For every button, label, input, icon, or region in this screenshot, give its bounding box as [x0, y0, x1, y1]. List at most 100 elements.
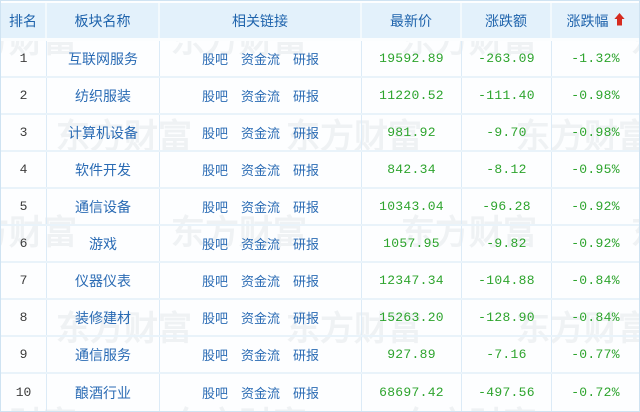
- capital-flow-link[interactable]: 资金流: [240, 311, 280, 326]
- stock-bar-link[interactable]: 股吧: [201, 237, 228, 252]
- change-amount-cell: -104.88: [462, 263, 552, 298]
- stock-bar-link[interactable]: 股吧: [201, 311, 228, 326]
- change-amount-cell: -8.12: [462, 152, 552, 187]
- capital-flow-link[interactable]: 资金流: [240, 200, 280, 215]
- table-body: 1 互联网服务 股吧 资金流 研报 19592.89 -263.09 -1.32…: [1, 41, 639, 411]
- related-links-cell: 股吧 资金流 研报: [160, 152, 362, 187]
- latest-price-cell: 68697.42: [362, 374, 462, 411]
- change-percent-cell: -0.92%: [571, 199, 620, 214]
- sector-name-cell: 仪器仪表: [47, 263, 160, 298]
- latest-price-cell: 15263.20: [362, 300, 462, 335]
- sort-up-arrow-icon: [613, 12, 625, 29]
- related-links-cell: 股吧 资金流 研报: [160, 189, 362, 224]
- sector-name-cell: 软件开发: [47, 152, 160, 187]
- change-percent-cell: -0.77%: [571, 347, 620, 362]
- sector-name-link[interactable]: 仪器仪表: [75, 272, 131, 289]
- sector-name-cell: 酿酒行业: [47, 374, 160, 411]
- latest-price-cell: 10343.04: [362, 189, 462, 224]
- stock-bar-link[interactable]: 股吧: [201, 163, 228, 178]
- rank-cell: 3: [1, 115, 47, 150]
- sector-name-cell: 通信设备: [47, 189, 160, 224]
- stock-bar-link[interactable]: 股吧: [201, 274, 228, 289]
- change-amount-cell: -497.56: [462, 374, 552, 411]
- change-percent-cell: -0.72%: [571, 385, 620, 400]
- table-row: 5 通信设备 股吧 资金流 研报 10343.04 -96.28 -0.92%: [1, 189, 639, 226]
- header-change-percent[interactable]: 涨跌幅: [552, 3, 639, 38]
- research-report-link[interactable]: 研报: [293, 311, 320, 326]
- sector-name-link[interactable]: 计算机设备: [68, 124, 138, 141]
- capital-flow-link[interactable]: 资金流: [240, 126, 280, 141]
- capital-flow-link[interactable]: 资金流: [240, 348, 280, 363]
- stock-bar-link[interactable]: 股吧: [201, 52, 228, 67]
- stock-bar-link[interactable]: 股吧: [201, 386, 228, 401]
- research-report-link[interactable]: 研报: [293, 200, 320, 215]
- latest-price-cell: 12347.34: [362, 263, 462, 298]
- sector-name-link[interactable]: 通信设备: [75, 198, 131, 215]
- latest-price-cell: 842.34: [362, 152, 462, 187]
- change-amount-cell: -9.70: [462, 115, 552, 150]
- sector-name-cell: 互联网服务: [47, 41, 160, 76]
- sector-name-cell: 纺织服装: [47, 78, 160, 113]
- sector-name-cell: 计算机设备: [47, 115, 160, 150]
- header-change-amount[interactable]: 涨跌额: [462, 3, 552, 38]
- stock-bar-link[interactable]: 股吧: [201, 348, 228, 363]
- table-row: 7 仪器仪表 股吧 资金流 研报 12347.34 -104.88 -0.84%: [1, 263, 639, 300]
- related-links-cell: 股吧 资金流 研报: [160, 374, 362, 411]
- table-row: 8 装修建材 股吧 资金流 研报 15263.20 -128.90 -0.84%: [1, 300, 639, 337]
- research-report-link[interactable]: 研报: [293, 348, 320, 363]
- change-percent-cell: -0.84%: [571, 273, 620, 288]
- table-row: 6 游戏 股吧 资金流 研报 1057.95 -9.82 -0.92%: [1, 226, 639, 263]
- rank-cell: 2: [1, 78, 47, 113]
- change-percent-cell: -1.32%: [571, 51, 620, 66]
- header-sector-name: 板块名称: [47, 3, 160, 38]
- rank-cell: 5: [1, 189, 47, 224]
- table-row: 2 纺织服装 股吧 资金流 研报 11220.52 -111.40 -0.98%: [1, 78, 639, 115]
- research-report-link[interactable]: 研报: [293, 52, 320, 67]
- stock-bar-link[interactable]: 股吧: [201, 126, 228, 141]
- change-amount-cell: -9.82: [462, 226, 552, 261]
- research-report-link[interactable]: 研报: [293, 126, 320, 141]
- change-amount-cell: -263.09: [462, 41, 552, 76]
- rank-cell: 1: [1, 41, 47, 76]
- header-change-percent-label: 涨跌幅: [566, 12, 609, 29]
- research-report-link[interactable]: 研报: [293, 386, 320, 401]
- research-report-link[interactable]: 研报: [293, 163, 320, 178]
- sector-name-link[interactable]: 装修建材: [75, 309, 131, 326]
- rank-cell: 8: [1, 300, 47, 335]
- sector-name-link[interactable]: 游戏: [89, 235, 117, 252]
- sector-name-cell: 装修建材: [47, 300, 160, 335]
- capital-flow-link[interactable]: 资金流: [240, 89, 280, 104]
- capital-flow-link[interactable]: 资金流: [240, 52, 280, 67]
- stock-bar-link[interactable]: 股吧: [201, 89, 228, 104]
- capital-flow-link[interactable]: 资金流: [240, 386, 280, 401]
- research-report-link[interactable]: 研报: [293, 89, 320, 104]
- sector-name-cell: 游戏: [47, 226, 160, 261]
- sector-name-cell: 通信服务: [47, 337, 160, 372]
- sector-name-link[interactable]: 通信服务: [75, 346, 131, 363]
- sector-name-link[interactable]: 互联网服务: [68, 50, 138, 67]
- research-report-link[interactable]: 研报: [293, 237, 320, 252]
- related-links-cell: 股吧 资金流 研报: [160, 300, 362, 335]
- rank-cell: 9: [1, 337, 47, 372]
- table-header-row: 排名 板块名称 相关链接 最新价 涨跌额 涨跌幅: [1, 3, 639, 41]
- rank-cell: 6: [1, 226, 47, 261]
- change-percent-cell: -0.84%: [571, 310, 620, 325]
- rank-cell: 10: [1, 374, 47, 411]
- related-links-cell: 股吧 资金流 研报: [160, 115, 362, 150]
- table-row: 1 互联网服务 股吧 资金流 研报 19592.89 -263.09 -1.32…: [1, 41, 639, 78]
- stock-bar-link[interactable]: 股吧: [201, 200, 228, 215]
- header-related-links: 相关链接: [160, 3, 362, 38]
- related-links-cell: 股吧 资金流 研报: [160, 226, 362, 261]
- sector-name-link[interactable]: 软件开发: [75, 161, 131, 178]
- related-links-cell: 股吧 资金流 研报: [160, 41, 362, 76]
- research-report-link[interactable]: 研报: [293, 274, 320, 289]
- sector-name-link[interactable]: 酿酒行业: [75, 384, 131, 401]
- latest-price-cell: 927.89: [362, 337, 462, 372]
- capital-flow-link[interactable]: 资金流: [240, 163, 280, 178]
- sector-name-link[interactable]: 纺织服装: [75, 87, 131, 104]
- capital-flow-link[interactable]: 资金流: [240, 274, 280, 289]
- header-latest-price[interactable]: 最新价: [362, 3, 462, 38]
- capital-flow-link[interactable]: 资金流: [240, 237, 280, 252]
- change-percent-cell: -0.98%: [571, 88, 620, 103]
